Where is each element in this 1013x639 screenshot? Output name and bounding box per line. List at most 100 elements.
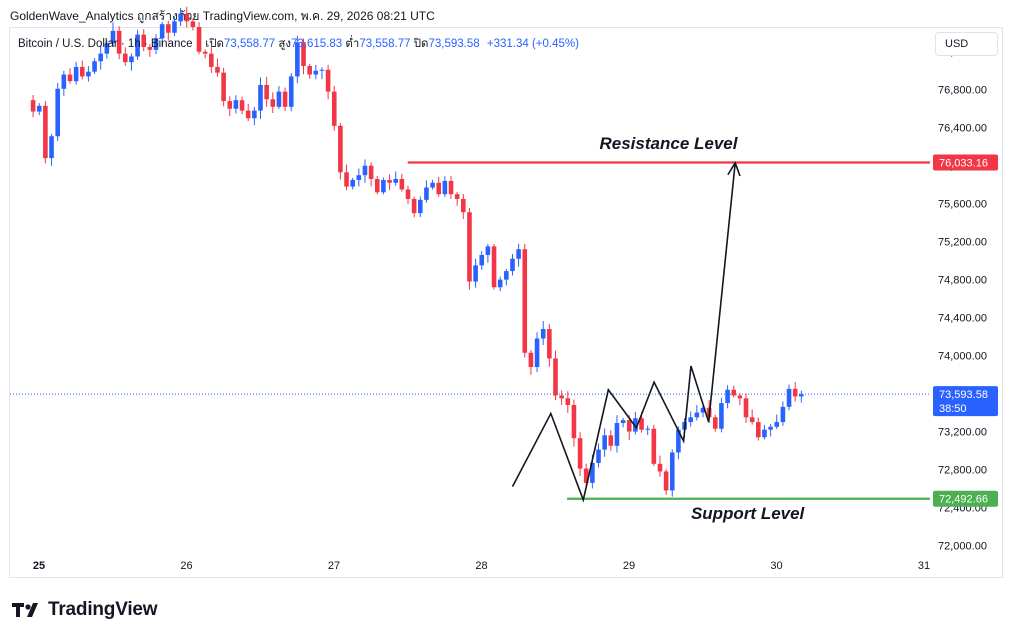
candle-body	[688, 417, 694, 423]
high-value: 73,615.83	[291, 38, 343, 50]
candle-body	[633, 418, 638, 432]
candle	[258, 77, 263, 119]
candle	[221, 67, 226, 107]
candle-body	[731, 389, 737, 396]
candle-body	[547, 329, 552, 359]
candle-body	[190, 21, 196, 28]
candle	[602, 428, 607, 457]
candle-body	[381, 179, 386, 193]
candle-body	[55, 88, 60, 137]
candle-body	[104, 43, 110, 54]
candle-body	[374, 178, 380, 193]
candle	[61, 70, 67, 96]
candle-body	[36, 105, 42, 112]
y-tick-label: 74,000.00	[938, 351, 987, 363]
candle	[387, 174, 392, 191]
candle	[368, 162, 374, 187]
candle-body	[258, 84, 263, 111]
candle	[356, 168, 362, 187]
candle	[424, 180, 429, 203]
tradingview-brand[interactable]: TradingView	[12, 598, 158, 622]
candle	[669, 449, 675, 497]
x-tick-label: 28	[475, 560, 487, 572]
candle	[479, 251, 485, 270]
candle-body	[485, 246, 491, 255]
candle	[245, 103, 251, 121]
candle-body	[639, 418, 644, 430]
candle	[688, 411, 694, 427]
y-tick-label: 76,400.00	[938, 123, 987, 135]
y-tick-label: 76,800.00	[938, 85, 987, 97]
candle-body	[172, 21, 177, 33]
candle-body	[743, 398, 749, 418]
candle	[792, 382, 798, 402]
candle	[596, 443, 601, 468]
candle	[166, 20, 171, 41]
candle	[73, 61, 79, 85]
candle-body	[737, 395, 743, 399]
candle	[737, 393, 743, 406]
candle-body	[430, 182, 435, 188]
candle-body	[282, 91, 288, 107]
candle-body	[221, 72, 226, 102]
candle-body	[159, 24, 165, 39]
y-tick-label: 74,800.00	[938, 275, 987, 287]
candle-body	[141, 34, 147, 47]
candle	[393, 171, 399, 186]
candle	[442, 176, 448, 197]
candle-body	[135, 34, 140, 57]
projection-arrowhead	[727, 161, 741, 177]
candle-body	[252, 110, 257, 119]
candles-layer	[30, 6, 804, 497]
x-tick-label: 25	[33, 560, 45, 572]
candle-body	[276, 91, 282, 107]
candle	[178, 7, 183, 26]
candle	[30, 95, 36, 118]
candle	[725, 385, 730, 409]
currency-selector[interactable]: USD	[935, 32, 998, 56]
candle	[104, 40, 110, 59]
candle	[264, 76, 269, 107]
candle-body	[245, 110, 251, 119]
candle	[79, 60, 85, 80]
candle-body	[356, 175, 362, 180]
candle	[657, 455, 663, 477]
candle-body	[147, 46, 153, 50]
candle-body	[700, 407, 706, 413]
resistance-tag-text: 76,033.16	[939, 158, 988, 170]
candle-body	[270, 99, 276, 107]
candle	[239, 96, 245, 115]
levels-layer	[407, 161, 930, 500]
candle-body	[774, 422, 780, 427]
candle-body	[504, 271, 509, 280]
candle	[295, 35, 300, 84]
candle-body	[110, 30, 116, 44]
resistance-level-annotation: Resistance Level	[599, 133, 738, 153]
y-tick-label: 73,200.00	[938, 427, 987, 439]
candle	[67, 68, 73, 84]
candle-body	[424, 187, 429, 200]
candle-body	[227, 101, 233, 109]
x-tick-label: 31	[918, 560, 930, 572]
candle-body	[725, 389, 730, 404]
symbol-title[interactable]: Bitcoin / U.S. Dollar · 1h · Binance	[18, 38, 193, 50]
candle	[799, 390, 804, 403]
candle-body	[98, 53, 104, 62]
candle	[135, 29, 140, 60]
candle-body	[571, 404, 577, 439]
candle-body	[215, 66, 220, 73]
resistance-tag-bg	[933, 154, 998, 171]
candle-body	[411, 198, 417, 214]
candle-body	[626, 420, 632, 432]
candle-body	[116, 30, 122, 54]
x-tick-label: 29	[623, 560, 635, 572]
candle-body	[313, 70, 319, 75]
candle-body	[528, 352, 534, 367]
candle	[473, 258, 478, 288]
candle	[786, 384, 792, 411]
chart-frame	[9, 27, 1003, 578]
candle	[98, 45, 104, 70]
candle	[491, 243, 497, 290]
candle	[344, 164, 349, 191]
